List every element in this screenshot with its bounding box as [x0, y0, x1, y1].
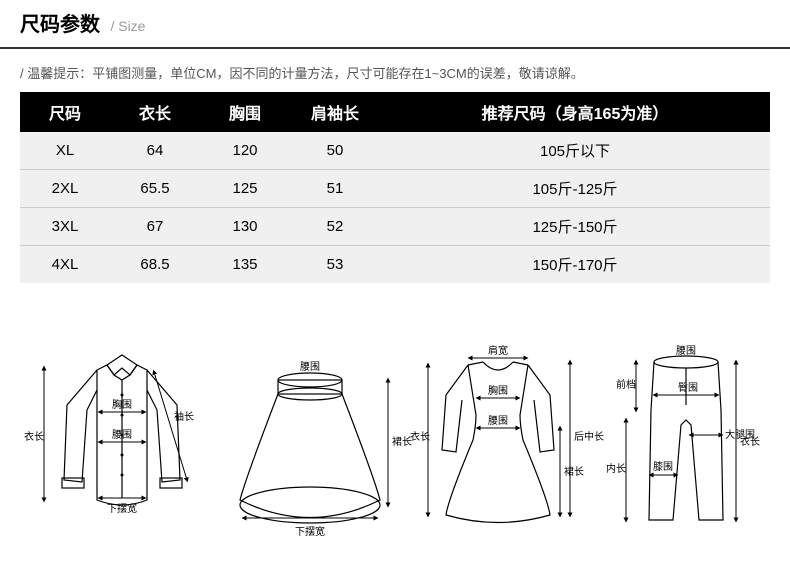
- cell: 120: [200, 132, 290, 170]
- measurement-diagrams: 胸围 腰围 下摆宽 衣长 袖长 腰围 裙长 下摆宽: [0, 320, 790, 570]
- cell: 65.5: [110, 170, 200, 208]
- lbl-bust: 胸围: [112, 398, 132, 411]
- diagram-shirt: 胸围 腰围 下摆宽 衣长 袖长: [22, 340, 212, 560]
- tip-text: / 温馨提示：平铺图测量，单位CM，因不同的计量方法，尺寸可能存在1~3CM的误…: [0, 49, 790, 92]
- cell: 52: [290, 208, 380, 246]
- table-row: 2XL 65.5 125 51 105斤-125斤: [20, 170, 770, 208]
- cell: 2XL: [20, 170, 110, 208]
- diagram-dress: 肩宽 胸围 腰围 衣长 裙长 后中长: [408, 340, 598, 560]
- size-table-wrap: 尺码 衣长 胸围 肩袖长 推荐尺码（身高165为准） XL 64 120 50 …: [20, 92, 770, 283]
- lbl-bust: 胸围: [488, 384, 508, 397]
- table-row: 4XL 68.5 135 53 150斤-170斤: [20, 246, 770, 284]
- lbl-waist: 腰围: [676, 345, 696, 357]
- cell: 130: [200, 208, 290, 246]
- lbl-length: 衣长: [24, 430, 44, 443]
- lbl-hem: 下摆宽: [107, 502, 137, 515]
- lbl-shoulder: 肩宽: [488, 344, 508, 357]
- lbl-rise: 前档: [616, 378, 636, 391]
- table-header-row: 尺码 衣长 胸围 肩袖长 推荐尺码（身高165为准）: [20, 92, 770, 132]
- th-recommend: 推荐尺码（身高165为准）: [380, 92, 770, 132]
- lbl-hem: 下摆宽: [295, 525, 325, 538]
- th-sleeve: 肩袖长: [290, 92, 380, 132]
- section-header: 尺码参数 / Size: [0, 0, 790, 49]
- th-size: 尺码: [20, 92, 110, 132]
- cell: 64: [110, 132, 200, 170]
- diagram-skirt: 腰围 裙长 下摆宽: [220, 340, 400, 560]
- cell: 4XL: [20, 246, 110, 284]
- lbl-skirtlen: 裙长: [564, 465, 584, 478]
- diagram-pants: 腰围 臀围 大腿围 膝围 衣长 前档 内长: [606, 340, 776, 560]
- lbl-waist: 腰围: [300, 361, 320, 373]
- th-bust: 胸围: [200, 92, 290, 132]
- cell: 67: [110, 208, 200, 246]
- cell: 105斤-125斤: [380, 170, 770, 208]
- lbl-waist: 腰围: [112, 429, 132, 441]
- cell: 50: [290, 132, 380, 170]
- table-row: XL 64 120 50 105斤以下: [20, 132, 770, 170]
- size-table: 尺码 衣长 胸围 肩袖长 推荐尺码（身高165为准） XL 64 120 50 …: [20, 92, 770, 283]
- cell: 51: [290, 170, 380, 208]
- th-length: 衣长: [110, 92, 200, 132]
- lbl-hip: 臀围: [678, 382, 698, 394]
- cell: 105斤以下: [380, 132, 770, 170]
- cell: 53: [290, 246, 380, 284]
- cell: 68.5: [110, 246, 200, 284]
- lbl-inseam: 内长: [606, 462, 626, 475]
- cell: 3XL: [20, 208, 110, 246]
- lbl-back: 后中长: [574, 430, 604, 443]
- lbl-knee: 膝围: [653, 460, 673, 473]
- header-subtitle: / Size: [110, 18, 145, 34]
- header-title: 尺码参数: [20, 14, 100, 36]
- cell: 135: [200, 246, 290, 284]
- lbl-waist: 腰围: [488, 415, 508, 427]
- table-row: 3XL 67 130 52 125斤-150斤: [20, 208, 770, 246]
- lbl-length: 衣长: [740, 435, 760, 448]
- cell: 125: [200, 170, 290, 208]
- lbl-sleeve: 袖长: [174, 410, 194, 423]
- cell: 150斤-170斤: [380, 246, 770, 284]
- cell: XL: [20, 132, 110, 170]
- cell: 125斤-150斤: [380, 208, 770, 246]
- lbl-length: 衣长: [410, 430, 430, 443]
